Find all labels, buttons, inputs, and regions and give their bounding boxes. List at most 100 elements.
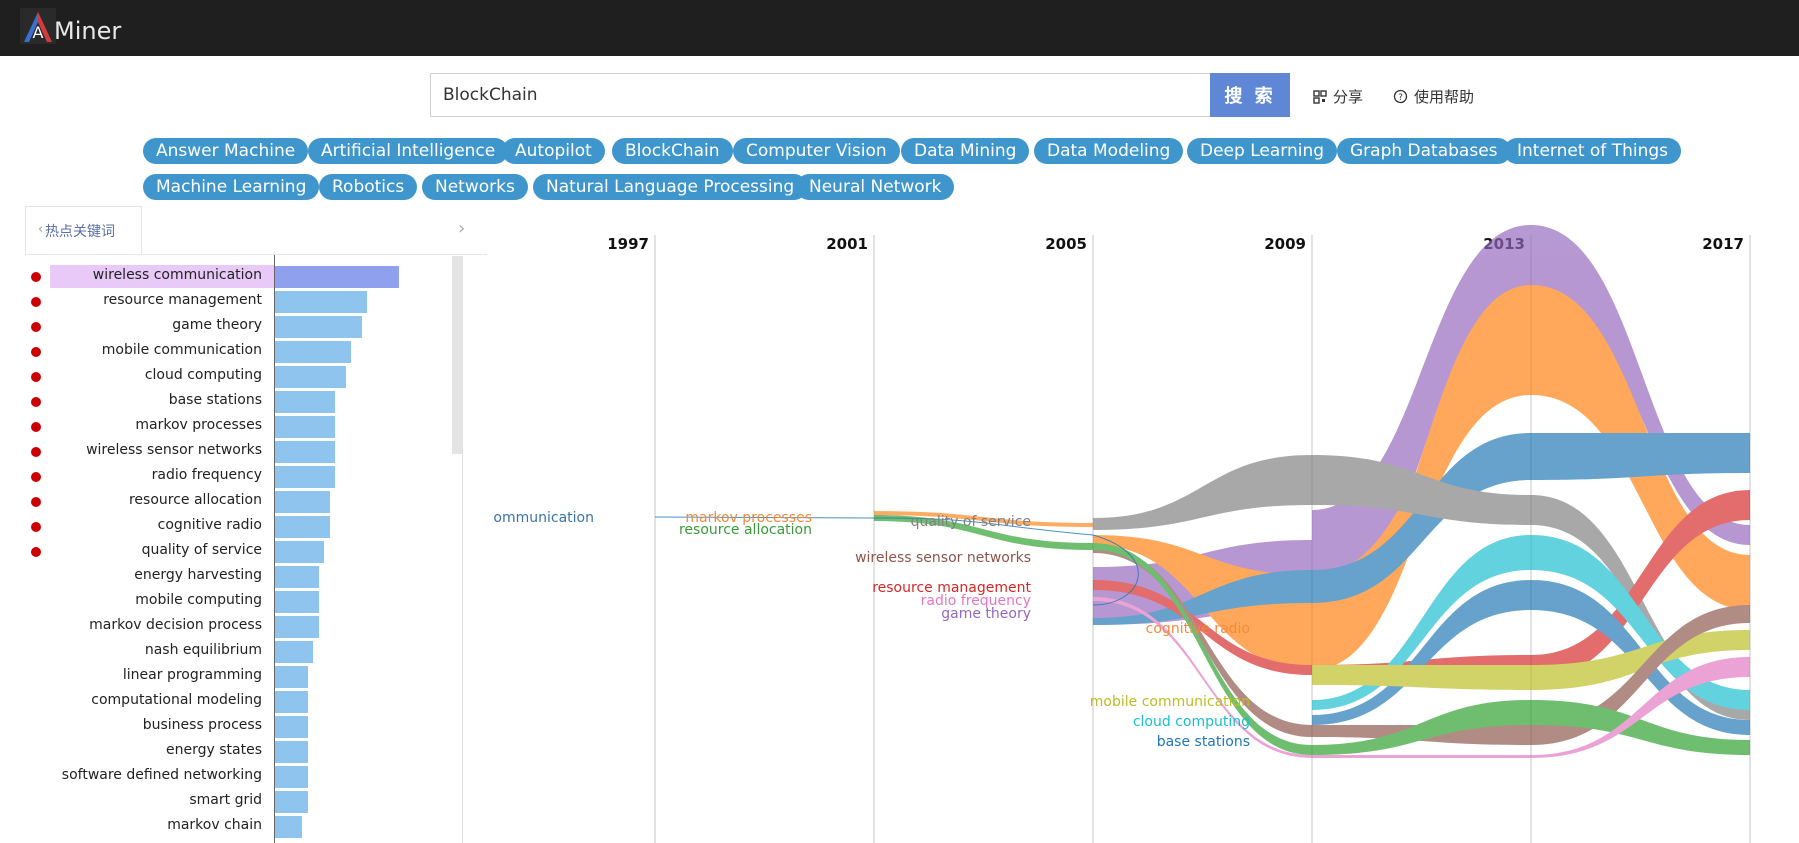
keyword-row[interactable]: mobile computing bbox=[0, 589, 460, 614]
stream-markov-processes-early bbox=[873, 511, 1094, 527]
tag-internet-of-things[interactable]: Internet of Things bbox=[1504, 138, 1681, 164]
share-button[interactable]: 分享 bbox=[1313, 86, 1363, 107]
keyword-bar[interactable] bbox=[275, 566, 319, 588]
keyword-row[interactable]: base stations bbox=[0, 389, 460, 414]
keyword-bar[interactable] bbox=[275, 766, 308, 788]
hot-dot-icon bbox=[31, 522, 41, 532]
scrollbar[interactable] bbox=[452, 256, 462, 454]
flow-label: wireless sensor networks bbox=[855, 550, 1031, 566]
keyword-row[interactable]: energy states bbox=[0, 739, 460, 764]
flow-label: markov processes bbox=[685, 510, 812, 526]
year-label: 2017 bbox=[1702, 235, 1744, 253]
hot-dot-icon bbox=[31, 497, 41, 507]
keyword-row[interactable]: resource management bbox=[0, 289, 460, 314]
keyword-bar[interactable] bbox=[275, 291, 367, 313]
keyword-row[interactable]: computational modeling bbox=[0, 689, 460, 714]
stream-cloud-computing bbox=[1312, 535, 1750, 710]
tag-answer-machine[interactable]: Answer Machine bbox=[143, 138, 309, 164]
tag-data-modeling[interactable]: Data Modeling bbox=[1034, 138, 1184, 164]
keyword-row[interactable]: radio frequency bbox=[0, 464, 460, 489]
tag-natural-language-processing[interactable]: Natural Language Processing bbox=[533, 174, 808, 200]
tag-data-mining[interactable]: Data Mining bbox=[901, 138, 1030, 164]
keyword-label: nash equilibrium bbox=[144, 642, 262, 658]
keyword-bar[interactable] bbox=[275, 741, 308, 763]
keyword-label: resource management bbox=[103, 292, 262, 308]
keyword-row[interactable]: smart grid bbox=[0, 789, 460, 814]
keyword-bar[interactable] bbox=[275, 816, 302, 838]
hot-keywords-title: 热点关键词 bbox=[45, 224, 115, 240]
chevron-right-icon[interactable]: › bbox=[458, 218, 466, 239]
keyword-bar[interactable] bbox=[275, 266, 399, 288]
tag-deep-learning[interactable]: Deep Learning bbox=[1187, 138, 1338, 164]
tag-computer-vision[interactable]: Computer Vision bbox=[733, 138, 900, 164]
help-button[interactable]: ? 使用帮助 bbox=[1393, 86, 1474, 107]
keyword-bar[interactable] bbox=[275, 316, 362, 338]
tag-robotics[interactable]: Robotics bbox=[319, 174, 418, 200]
tag-blockchain[interactable]: BlockChain bbox=[612, 138, 733, 164]
keyword-row[interactable]: wireless communication bbox=[0, 264, 460, 289]
keyword-row[interactable]: cognitive radio bbox=[0, 514, 460, 539]
keyword-bar[interactable] bbox=[275, 366, 346, 388]
keyword-bar[interactable] bbox=[275, 791, 308, 813]
keyword-label: base stations bbox=[168, 392, 262, 408]
flow-label: quality of service bbox=[911, 514, 1031, 530]
aminer-logo[interactable]: A Miner bbox=[20, 6, 121, 46]
flow-label: resource management bbox=[872, 580, 1031, 596]
flow-label: base stations bbox=[1157, 734, 1250, 750]
keyword-row[interactable]: game theory bbox=[0, 314, 460, 339]
flow-label: ommunication bbox=[493, 510, 594, 526]
keyword-row[interactable]: energy harvesting bbox=[0, 564, 460, 589]
keyword-label: software defined networking bbox=[61, 767, 262, 783]
keyword-label: markov decision process bbox=[89, 617, 262, 633]
logo-text: Miner bbox=[54, 17, 122, 45]
keyword-bar[interactable] bbox=[275, 716, 308, 738]
svg-text:?: ? bbox=[1398, 93, 1403, 103]
keyword-label: wireless communication bbox=[92, 267, 262, 283]
keyword-row[interactable]: software defined networking bbox=[0, 764, 460, 789]
flow-label: cognitive radio bbox=[1146, 621, 1250, 637]
keyword-row[interactable]: linear programming bbox=[0, 664, 460, 689]
keyword-bar[interactable] bbox=[275, 616, 319, 638]
search-input[interactable] bbox=[430, 73, 1221, 117]
panel-border bbox=[462, 256, 463, 843]
keyword-row[interactable]: nash equilibrium bbox=[0, 639, 460, 664]
chevron-left-icon[interactable]: ‹ bbox=[38, 222, 44, 237]
keyword-bar[interactable] bbox=[275, 491, 330, 513]
keyword-row[interactable]: markov decision process bbox=[0, 614, 460, 639]
keyword-row[interactable]: resource allocation bbox=[0, 489, 460, 514]
selected-highlight bbox=[50, 265, 274, 288]
keyword-bar[interactable] bbox=[275, 641, 313, 663]
tag-graph-databases[interactable]: Graph Databases bbox=[1337, 138, 1511, 164]
tag-networks[interactable]: Networks bbox=[422, 174, 528, 200]
keyword-bar[interactable] bbox=[275, 516, 330, 538]
keyword-bar[interactable] bbox=[275, 591, 319, 613]
keyword-bar[interactable] bbox=[275, 541, 324, 563]
keyword-bar[interactable] bbox=[275, 341, 351, 363]
hot-dot-icon bbox=[31, 547, 41, 557]
keyword-label: cloud computing bbox=[144, 367, 262, 383]
keyword-row[interactable]: cloud computing bbox=[0, 364, 460, 389]
help-circle-icon: ? bbox=[1393, 89, 1408, 104]
keyword-row[interactable]: wireless sensor networks bbox=[0, 439, 460, 464]
help-label: 使用帮助 bbox=[1414, 88, 1475, 106]
search-button[interactable]: 搜 索 bbox=[1210, 73, 1290, 117]
keyword-row[interactable]: mobile communication bbox=[0, 339, 460, 364]
keyword-row[interactable]: markov processes bbox=[0, 414, 460, 439]
keyword-bar[interactable] bbox=[275, 691, 308, 713]
tag-neural-network[interactable]: Neural Network bbox=[796, 174, 955, 200]
keyword-bar[interactable] bbox=[275, 416, 335, 438]
tag-machine-learning[interactable]: Machine Learning bbox=[143, 174, 320, 200]
hot-dot-icon bbox=[31, 372, 41, 382]
keyword-label: markov processes bbox=[135, 417, 262, 433]
tag-autopilot[interactable]: Autopilot bbox=[502, 138, 605, 164]
hot-keywords-tab[interactable] bbox=[25, 206, 142, 255]
keyword-bar[interactable] bbox=[275, 391, 335, 413]
qr-code-icon bbox=[1313, 89, 1327, 104]
keyword-bar[interactable] bbox=[275, 466, 335, 488]
tag-artificial-intelligence[interactable]: Artificial Intelligence bbox=[308, 138, 509, 164]
keyword-row[interactable]: business process bbox=[0, 714, 460, 739]
keyword-bar[interactable] bbox=[275, 666, 308, 688]
keyword-bar[interactable] bbox=[275, 441, 335, 463]
keyword-row[interactable]: markov chain bbox=[0, 814, 460, 839]
keyword-row[interactable]: quality of service bbox=[0, 539, 460, 564]
